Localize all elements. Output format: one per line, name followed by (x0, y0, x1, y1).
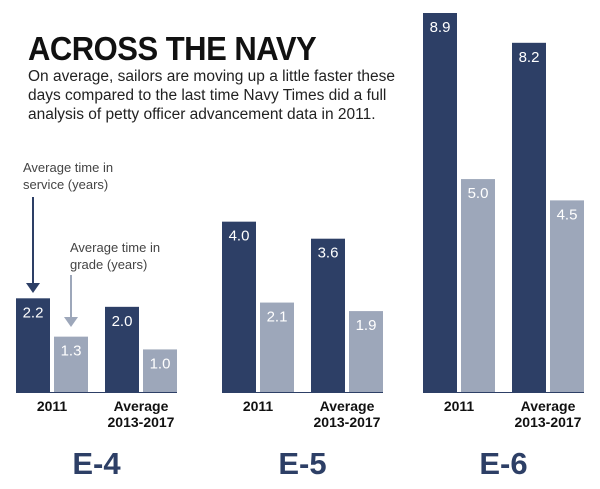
bar-e-5-g1-s2 (260, 302, 294, 392)
bar-e-6-g2-s2 (550, 200, 584, 392)
bar-e-6-g1-s1 (423, 13, 457, 392)
data-label-e-5-g2-s2: 1.9 (356, 317, 377, 334)
category-label-e-5-g2: Average (320, 398, 375, 414)
category-sublabel-e-6-g2: 2013-2017 (515, 414, 582, 430)
data-label-e-5-g1-s1: 4.0 (229, 228, 250, 245)
data-label-e-6-g2-s1: 8.2 (519, 49, 540, 66)
data-label-e-5-g2-s1: 3.6 (318, 245, 339, 262)
data-label-e-5-g1-s2: 2.1 (267, 309, 288, 326)
rank-label-e-6: E-6 (479, 446, 527, 481)
data-label-e-6-g1-s2: 5.0 (468, 185, 489, 202)
annotation-time-in-service: Average time in service (years) (23, 160, 114, 192)
rank-label-e-5: E-5 (278, 446, 326, 481)
data-label-e-4-g1-s1: 2.2 (23, 304, 44, 321)
rank-label-e-4: E-4 (72, 446, 121, 481)
bar-e-5-g2-s1 (311, 238, 345, 392)
data-label-e-6-g2-s2: 4.5 (557, 206, 578, 223)
arrow-time-in-grade-head (64, 317, 78, 327)
category-label-e-4-g1: 2011 (37, 398, 68, 414)
category-label-e-5-g1: 2011 (243, 398, 274, 414)
data-label-e-4-g2-s1: 2.0 (112, 313, 133, 330)
bar-e-4-g2-s2 (143, 349, 177, 392)
bar-e-5-g1-s1 (222, 221, 256, 392)
data-label-e-4-g2-s2: 1.0 (150, 355, 171, 372)
bar-e-5-g2-s2 (349, 311, 383, 392)
category-sublabel-e-5-g2: 2013-2017 (314, 414, 381, 430)
data-label-e-6-g1-s1: 8.9 (430, 19, 451, 36)
arrow-time-in-service-head (26, 283, 40, 293)
data-label-e-4-g1-s2: 1.3 (61, 343, 82, 360)
bar-e-6-g2-s1 (512, 42, 546, 392)
bar-e-6-g1-s2 (461, 179, 495, 392)
bar-e-4-g1-s2 (54, 336, 88, 392)
chart-subtitle: On average, sailors are moving up a litt… (28, 68, 396, 123)
category-label-e-6-g1: 2011 (444, 398, 475, 414)
bar-e-4-g1-s1 (16, 298, 50, 392)
category-label-e-6-g2: Average (521, 398, 576, 414)
chart-title: ACROSS THE NAVY (28, 30, 317, 68)
category-label-e-4-g2: Average (114, 398, 169, 414)
bar-e-4-g2-s1 (105, 306, 139, 392)
category-sublabel-e-4-g2: 2013-2017 (108, 414, 175, 430)
annotation-time-in-grade: Average time in grade (years) (70, 240, 161, 272)
